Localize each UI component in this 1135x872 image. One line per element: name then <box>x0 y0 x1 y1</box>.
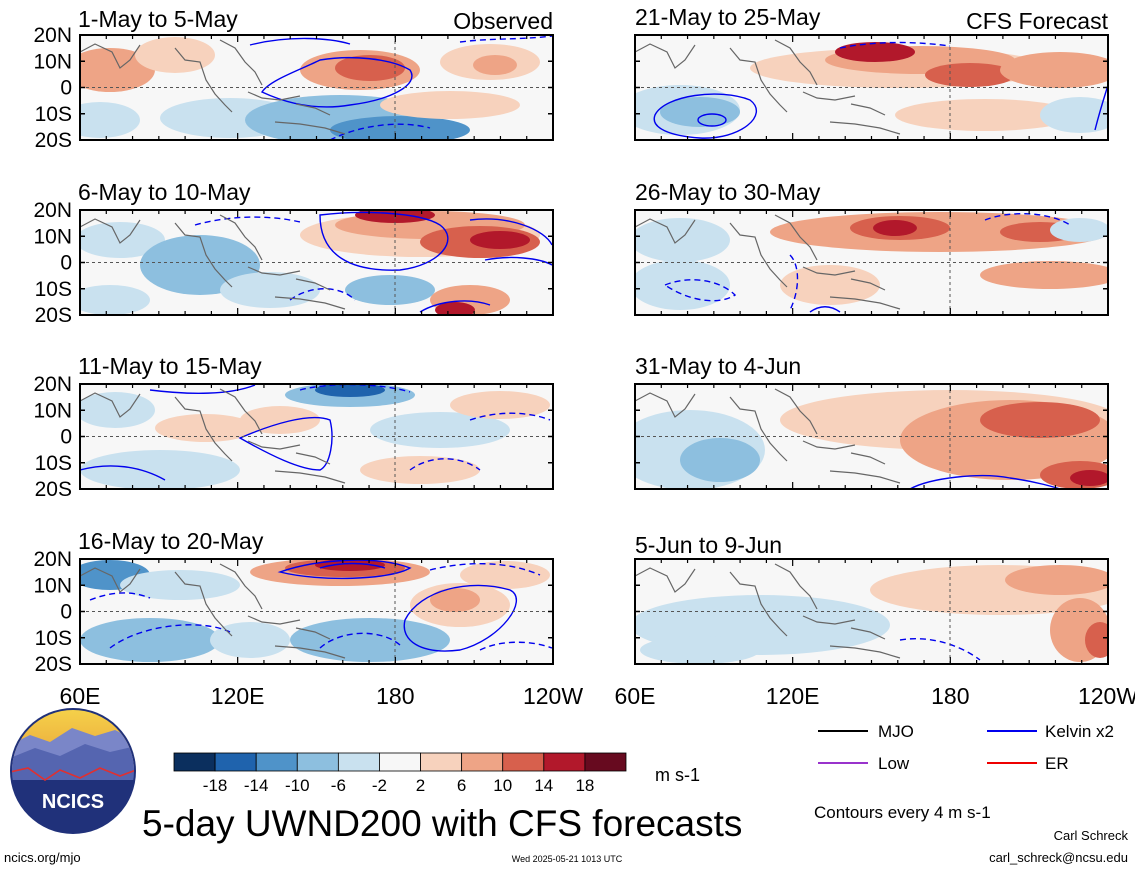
lat-tick-label: 10N <box>33 225 72 248</box>
panel-1 <box>79 34 554 141</box>
colorbar-tick-label: -14 <box>244 776 269 795</box>
lat-tick-label: 10S <box>35 103 72 126</box>
lat-tick-label: 10N <box>33 574 72 597</box>
colorbar-swatch <box>173 752 216 772</box>
colorbar-swatch <box>502 752 545 772</box>
panel-2 <box>634 34 1109 141</box>
ncics-logo: NCICS <box>10 708 136 834</box>
footer-email[interactable]: carl_schreck@ncsu.edu <box>989 850 1128 865</box>
colorbar-tick-label: 14 <box>534 776 553 795</box>
legend-er-label: ER <box>1045 754 1069 773</box>
panel-6 <box>634 383 1109 490</box>
footer-author: Carl Schreck <box>1054 828 1129 843</box>
units-label: m s-1 <box>655 765 700 785</box>
colorbar-tick-label: -6 <box>331 776 346 795</box>
colorbar-swatch <box>461 752 504 772</box>
lat-tick-label: 20S <box>35 478 72 501</box>
lat-tick-label: 10N <box>33 399 72 422</box>
lat-tick-label: 20S <box>35 129 72 152</box>
lat-tick-label: 0 <box>60 601 72 624</box>
colorbar-tick-label: -18 <box>203 776 228 795</box>
panel-2-title: 21-May to 25-May <box>635 4 821 30</box>
lat-tick-label: 10S <box>35 452 72 475</box>
legend-mjo-label: MJO <box>878 722 914 741</box>
lat-tick-label: 0 <box>60 77 72 100</box>
colorbar-tick-label: 2 <box>416 776 425 795</box>
colorbar-swatch <box>543 752 586 772</box>
panel-4-title: 26-May to 30-May <box>635 179 821 205</box>
colorbar: -18 -14 -10 -6 -2 2 6 10 14 18 <box>173 752 627 795</box>
panel-4 <box>634 209 1109 316</box>
footer-url[interactable]: ncics.org/mjo <box>4 850 81 865</box>
lat-tick-label: 20N <box>33 24 72 47</box>
colorbar-swatch <box>214 752 257 772</box>
lat-tick-label: 20N <box>33 373 72 396</box>
panel-3 <box>79 209 554 316</box>
panel-7 <box>79 558 554 665</box>
panel-8 <box>634 558 1109 665</box>
contour-note: Contours every 4 m s-1 <box>814 803 991 822</box>
lat-tick-label: 20N <box>33 199 72 222</box>
panel-5-title: 11-May to 15-May <box>78 353 262 379</box>
colorbar-tick-label: 6 <box>457 776 466 795</box>
lat-tick-label: 20N <box>33 548 72 571</box>
axis-ticks <box>79 34 1109 665</box>
colorbar-swatch <box>420 752 463 772</box>
lon-tick-label: 120W <box>1078 683 1135 709</box>
lat-tick-label: 20S <box>35 653 72 676</box>
lon-tick-label: 120E <box>211 683 265 709</box>
legend-kelvin-label: Kelvin x2 <box>1045 722 1114 741</box>
colorbar-swatch <box>255 752 298 772</box>
main-title: 5-day UWND200 with CFS forecasts <box>142 803 742 844</box>
lon-tick-label: 60E <box>615 683 656 709</box>
panel-7-title: 16-May to 20-May <box>78 528 264 554</box>
axis-labels: 20N 10N 0 10S 20S 20N 10N 0 10S 20S 20N 10N 0 10S 20S 2… <box>33 24 1135 709</box>
lon-tick-label: 120W <box>523 683 583 709</box>
colorbar-tick-label: -2 <box>372 776 387 795</box>
panel-1-title: 1-May to 5-May <box>78 6 238 32</box>
panel-3-title: 6-May to 10-May <box>78 179 251 205</box>
panel-6-title: 31-May to 4-Jun <box>635 353 801 379</box>
legend: MJO Kelvin x2 Low ER Contours every 4 m … <box>814 722 1114 822</box>
colorbar-tick-label: 18 <box>575 776 594 795</box>
legend-low-label: Low <box>878 754 910 773</box>
panel-1-tag: Observed <box>453 8 553 34</box>
colorbar-swatch <box>584 752 627 772</box>
logo-text: NCICS <box>42 791 104 813</box>
colorbar-swatch <box>379 752 421 772</box>
lat-tick-label: 0 <box>60 426 72 449</box>
lon-tick-label: 120E <box>766 683 820 709</box>
lat-tick-label: 0 <box>60 252 72 275</box>
colorbar-swatch <box>337 752 380 772</box>
lon-tick-label: 180 <box>376 683 414 709</box>
lat-tick-label: 10N <box>33 50 72 73</box>
lon-tick-label: 60E <box>60 683 101 709</box>
lat-tick-label: 10S <box>35 627 72 650</box>
panel-5 <box>79 383 554 490</box>
colorbar-swatch <box>296 752 339 772</box>
lat-tick-label: 20S <box>35 304 72 327</box>
footer-timestamp: Wed 2025-05-21 1013 UTC <box>512 854 623 864</box>
colorbar-tick-label: 10 <box>493 776 512 795</box>
panel-2-tag: CFS Forecast <box>966 8 1108 34</box>
panel-8-title: 5-Jun to 9-Jun <box>635 532 782 558</box>
lon-tick-label: 180 <box>931 683 969 709</box>
colorbar-tick-label: -10 <box>285 776 310 795</box>
lat-tick-label: 10S <box>35 278 72 301</box>
